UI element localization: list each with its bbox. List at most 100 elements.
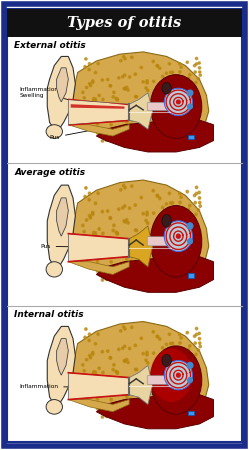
Circle shape — [131, 256, 133, 258]
Circle shape — [198, 197, 201, 199]
Circle shape — [174, 234, 176, 237]
Polygon shape — [68, 99, 129, 105]
Circle shape — [191, 261, 194, 263]
Circle shape — [149, 413, 151, 415]
Circle shape — [141, 125, 144, 127]
Circle shape — [115, 370, 117, 373]
Circle shape — [132, 415, 134, 417]
Circle shape — [122, 347, 124, 349]
Circle shape — [88, 355, 91, 357]
Circle shape — [195, 365, 198, 368]
Circle shape — [135, 96, 138, 98]
FancyBboxPatch shape — [4, 4, 245, 446]
Circle shape — [124, 360, 126, 363]
Circle shape — [120, 330, 122, 332]
Circle shape — [149, 100, 152, 103]
Circle shape — [89, 85, 92, 87]
Circle shape — [88, 63, 91, 65]
Circle shape — [97, 63, 99, 65]
Circle shape — [177, 121, 179, 123]
Circle shape — [112, 96, 114, 98]
Circle shape — [139, 375, 141, 378]
Ellipse shape — [164, 88, 192, 116]
Circle shape — [195, 327, 198, 330]
Circle shape — [180, 395, 182, 397]
Circle shape — [88, 198, 90, 201]
Circle shape — [190, 360, 193, 362]
Circle shape — [189, 230, 192, 232]
Circle shape — [179, 333, 181, 336]
Circle shape — [189, 220, 192, 222]
Text: Inflammation
Swelling: Inflammation Swelling — [19, 87, 110, 110]
Ellipse shape — [46, 262, 62, 277]
Circle shape — [88, 68, 90, 71]
Circle shape — [82, 390, 85, 393]
Polygon shape — [68, 125, 129, 136]
Circle shape — [145, 359, 147, 361]
Circle shape — [101, 140, 104, 142]
Circle shape — [189, 375, 191, 378]
Circle shape — [115, 276, 117, 278]
Circle shape — [149, 234, 152, 237]
Circle shape — [186, 61, 188, 63]
Circle shape — [98, 379, 101, 382]
Circle shape — [182, 353, 185, 356]
Circle shape — [114, 112, 116, 114]
Circle shape — [129, 126, 132, 128]
Circle shape — [187, 223, 193, 229]
Circle shape — [158, 130, 160, 132]
Circle shape — [158, 414, 160, 417]
Circle shape — [166, 350, 168, 352]
Circle shape — [102, 99, 104, 101]
Circle shape — [82, 91, 84, 94]
Circle shape — [169, 363, 171, 365]
Ellipse shape — [162, 83, 171, 94]
Circle shape — [171, 342, 174, 345]
Circle shape — [199, 383, 202, 386]
Circle shape — [167, 261, 169, 264]
Circle shape — [194, 202, 196, 204]
Circle shape — [174, 140, 176, 142]
Circle shape — [116, 390, 118, 393]
Circle shape — [134, 229, 137, 231]
Circle shape — [92, 234, 94, 237]
Circle shape — [116, 98, 118, 100]
Circle shape — [85, 252, 88, 255]
Circle shape — [132, 139, 134, 141]
Circle shape — [122, 119, 124, 121]
Circle shape — [169, 90, 171, 93]
Circle shape — [189, 102, 191, 104]
Circle shape — [157, 195, 159, 197]
Circle shape — [165, 72, 168, 74]
Circle shape — [186, 360, 188, 363]
Circle shape — [180, 337, 182, 339]
Ellipse shape — [164, 221, 192, 252]
Circle shape — [193, 194, 196, 197]
Circle shape — [163, 379, 165, 381]
Circle shape — [109, 85, 112, 87]
Circle shape — [199, 245, 202, 248]
Circle shape — [128, 130, 130, 132]
Circle shape — [85, 187, 87, 189]
Circle shape — [165, 343, 168, 346]
Circle shape — [166, 210, 168, 212]
Circle shape — [123, 360, 125, 362]
Circle shape — [143, 241, 145, 244]
Circle shape — [129, 400, 132, 403]
Circle shape — [168, 63, 171, 65]
Circle shape — [185, 212, 187, 215]
Circle shape — [117, 266, 120, 269]
Circle shape — [140, 67, 142, 69]
Circle shape — [113, 224, 115, 227]
Circle shape — [127, 89, 129, 91]
Circle shape — [105, 380, 108, 382]
Circle shape — [83, 97, 85, 99]
Ellipse shape — [150, 346, 202, 414]
Circle shape — [82, 224, 84, 227]
Circle shape — [191, 399, 194, 401]
Circle shape — [168, 333, 171, 335]
Circle shape — [88, 266, 90, 268]
Circle shape — [128, 207, 131, 209]
Circle shape — [116, 371, 118, 373]
Polygon shape — [68, 373, 129, 400]
